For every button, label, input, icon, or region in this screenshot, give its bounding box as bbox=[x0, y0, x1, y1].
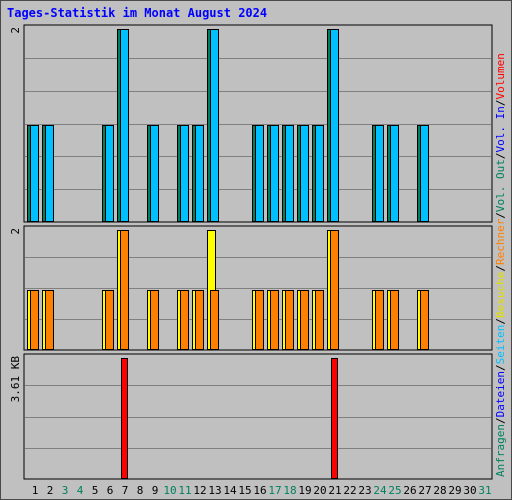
legend-entry: Vol. Out bbox=[494, 159, 507, 212]
legend-separator: / bbox=[494, 99, 507, 106]
bar-volume-volumen-7 bbox=[121, 358, 128, 479]
x-tick-label: 22 bbox=[343, 484, 356, 497]
bar-requests-dateien-19 bbox=[300, 125, 309, 222]
bar-visits-rechner-18 bbox=[285, 290, 294, 350]
x-tick-label: 4 bbox=[77, 484, 84, 497]
bar-visits-rechner-2 bbox=[45, 290, 54, 350]
bar-visits-rechner-27 bbox=[420, 290, 429, 350]
bar-requests-dateien-18 bbox=[285, 125, 294, 222]
bar-visits-rechner-1 bbox=[30, 290, 39, 350]
bar-visits-rechner-13 bbox=[210, 290, 219, 350]
x-tick-label: 1 bbox=[32, 484, 39, 497]
x-tick-label: 13 bbox=[208, 484, 221, 497]
x-tick-label: 16 bbox=[253, 484, 266, 497]
y-max-label-visits: 2 bbox=[9, 228, 22, 235]
x-tick-label: 23 bbox=[358, 484, 371, 497]
x-tick-label: 29 bbox=[448, 484, 461, 497]
x-tick-label: 26 bbox=[403, 484, 416, 497]
bar-visits-rechner-20 bbox=[315, 290, 324, 350]
x-tick-label: 10 bbox=[163, 484, 176, 497]
legend-entry: Anfragen bbox=[494, 424, 507, 477]
legend-entry: Rechner bbox=[494, 218, 507, 265]
bar-visits-rechner-7 bbox=[120, 230, 129, 350]
bar-requests-dateien-1 bbox=[30, 125, 39, 222]
bar-requests-dateien-9 bbox=[150, 125, 159, 222]
legend-entry: Volumen bbox=[494, 53, 507, 99]
x-tick-label: 15 bbox=[238, 484, 251, 497]
bar-requests-dateien-25 bbox=[390, 125, 399, 222]
bar-visits-rechner-16 bbox=[255, 290, 264, 350]
bar-requests-dateien-16 bbox=[255, 125, 264, 222]
bar-volume-volumen-21 bbox=[331, 358, 338, 479]
x-tick-label: 6 bbox=[107, 484, 114, 497]
x-tick-label: 2 bbox=[47, 484, 54, 497]
legend-separator: / bbox=[494, 417, 507, 424]
chart-title: Tages-Statistik im Monat August 2024 bbox=[7, 6, 268, 20]
bar-requests-dateien-12 bbox=[195, 125, 204, 222]
bar-visits-rechner-11 bbox=[180, 290, 189, 350]
bar-visits-rechner-19 bbox=[300, 290, 309, 350]
bar-visits-rechner-17 bbox=[270, 290, 279, 350]
x-tick-label: 27 bbox=[418, 484, 431, 497]
bar-requests-dateien-20 bbox=[315, 125, 324, 222]
legend-entry: Dateien bbox=[494, 371, 507, 417]
legend-separator: / bbox=[494, 265, 507, 272]
bar-requests-dateien-17 bbox=[270, 125, 279, 222]
bar-visits-rechner-21 bbox=[330, 230, 339, 350]
x-tick-label: 20 bbox=[313, 484, 326, 497]
legend-separator: / bbox=[494, 212, 507, 219]
legend-separator: / bbox=[494, 152, 507, 159]
panel-volume bbox=[23, 353, 493, 480]
x-tick-label: 11 bbox=[178, 484, 191, 497]
legend-separator: / bbox=[494, 318, 507, 325]
legend-entry: Seiten bbox=[494, 325, 507, 365]
x-tick-label: 17 bbox=[268, 484, 281, 497]
x-tick-label: 25 bbox=[388, 484, 401, 497]
bar-requests-dateien-2 bbox=[45, 125, 54, 222]
bar-visits-rechner-25 bbox=[390, 290, 399, 350]
x-tick-label: 28 bbox=[433, 484, 446, 497]
x-tick-label: 8 bbox=[137, 484, 144, 497]
bar-visits-rechner-6 bbox=[105, 290, 114, 350]
bar-requests-dateien-6 bbox=[105, 125, 114, 222]
bar-visits-rechner-12 bbox=[195, 290, 204, 350]
bar-requests-dateien-13 bbox=[210, 29, 219, 222]
bar-requests-dateien-27 bbox=[420, 125, 429, 222]
bar-requests-dateien-11 bbox=[180, 125, 189, 222]
legend: Anfragen/Dateien/Seiten/Besuche/Rechner/… bbox=[494, 53, 507, 477]
x-tick-label: 9 bbox=[152, 484, 159, 497]
x-tick-label: 24 bbox=[373, 484, 387, 497]
legend-separator: / bbox=[494, 364, 507, 371]
bar-requests-dateien-21 bbox=[330, 29, 339, 222]
bar-requests-dateien-24 bbox=[375, 125, 384, 222]
bar-visits-rechner-24 bbox=[375, 290, 384, 350]
x-tick-label: 19 bbox=[298, 484, 311, 497]
legend-entry: Vol. In bbox=[494, 106, 507, 152]
x-tick-label: 5 bbox=[92, 484, 99, 497]
x-tick-label: 18 bbox=[283, 484, 296, 497]
bar-requests-dateien-7 bbox=[120, 29, 129, 222]
y-max-label-volume: 3.61 KB bbox=[9, 356, 22, 403]
x-tick-label: 30 bbox=[463, 484, 476, 497]
y-max-label-requests: 2 bbox=[9, 27, 22, 34]
x-tick-label: 14 bbox=[223, 484, 237, 497]
x-tick-label: 7 bbox=[122, 484, 129, 497]
x-tick-label: 31 bbox=[478, 484, 491, 497]
legend-entry: Besuche bbox=[494, 272, 507, 318]
x-tick-label: 3 bbox=[62, 484, 69, 497]
bar-visits-rechner-9 bbox=[150, 290, 159, 350]
x-tick-label: 21 bbox=[328, 484, 341, 497]
x-tick-label: 12 bbox=[193, 484, 206, 497]
